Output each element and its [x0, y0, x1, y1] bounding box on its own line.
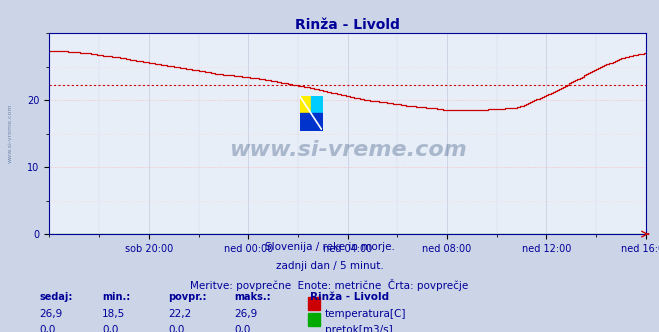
Text: 0,0: 0,0 [40, 325, 56, 332]
Text: 18,5: 18,5 [102, 309, 125, 319]
Text: 22,2: 22,2 [168, 309, 191, 319]
Text: maks.:: maks.: [234, 292, 271, 302]
Text: temperatura[C]: temperatura[C] [325, 309, 407, 319]
Text: pretok[m3/s]: pretok[m3/s] [325, 325, 393, 332]
Text: Meritve: povprečne  Enote: metrične  Črta: povprečje: Meritve: povprečne Enote: metrične Črta:… [190, 279, 469, 291]
Text: Slovenija / reke in morje.: Slovenija / reke in morje. [264, 242, 395, 252]
Text: 26,9: 26,9 [234, 309, 257, 319]
Text: 0,0: 0,0 [234, 325, 250, 332]
Text: Rinža - Livold: Rinža - Livold [310, 292, 389, 302]
Text: 0,0: 0,0 [102, 325, 119, 332]
Text: www.si-vreme.com: www.si-vreme.com [8, 103, 13, 163]
Text: www.si-vreme.com: www.si-vreme.com [229, 140, 467, 160]
Text: min.:: min.: [102, 292, 130, 302]
Title: Rinža - Livold: Rinža - Livold [295, 18, 400, 32]
Text: zadnji dan / 5 minut.: zadnji dan / 5 minut. [275, 261, 384, 271]
Text: sedaj:: sedaj: [40, 292, 73, 302]
Text: povpr.:: povpr.: [168, 292, 206, 302]
Text: 0,0: 0,0 [168, 325, 185, 332]
Text: 26,9: 26,9 [40, 309, 63, 319]
